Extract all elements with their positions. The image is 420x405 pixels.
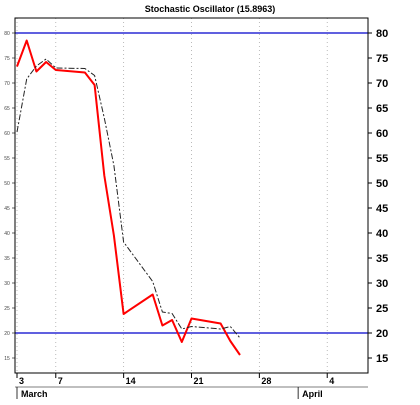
y-tick-label-left: 35	[4, 256, 10, 262]
data-point-solid	[26, 40, 27, 41]
data-point-dashed	[239, 337, 240, 338]
data-point-solid	[36, 71, 37, 72]
series-line-dashed	[16, 58, 241, 339]
y-tick-label: 70	[376, 78, 388, 90]
data-point-solid	[45, 61, 46, 62]
x-tick-label: 7	[58, 376, 63, 386]
month-label: March	[21, 389, 48, 399]
data-point-dashed	[16, 131, 17, 132]
y-tick-label: 25	[376, 303, 388, 315]
chart-title: Stochastic Oscillator (15.8963)	[145, 4, 276, 14]
y-tick-label-left: 60	[4, 131, 10, 137]
data-point-dashed	[26, 78, 27, 79]
data-point-dashed	[94, 75, 95, 76]
series-line-solid	[16, 39, 241, 356]
y-tick-label: 65	[376, 103, 388, 115]
y-tick-label-left: 65	[4, 106, 10, 112]
data-point-solid	[152, 294, 153, 295]
y-tick-label: 45	[376, 203, 388, 215]
y-tick-label-left: 80	[4, 31, 10, 37]
y-tick-label: 15	[376, 353, 388, 365]
data-point-solid	[181, 341, 182, 342]
data-point-solid	[172, 319, 173, 320]
x-tick-label: 14	[126, 376, 136, 386]
data-point-dashed	[104, 117, 105, 118]
data-point-solid	[162, 325, 163, 326]
y-tick-label: 20	[376, 328, 388, 340]
data-point-solid	[16, 66, 17, 67]
y-tick-label: 35	[376, 253, 388, 265]
x-tick-label: 28	[261, 376, 271, 386]
data-point-solid	[220, 323, 221, 324]
data-point-dashed	[55, 67, 56, 68]
data-point-solid	[94, 84, 95, 85]
y-tick-label: 30	[376, 278, 388, 290]
data-point-dashed	[230, 326, 231, 327]
y-tick-label-left: 70	[4, 81, 10, 87]
y-tick-label-left: 15	[4, 356, 10, 362]
data-point-dashed	[220, 328, 221, 329]
y-tick-label: 80	[376, 28, 388, 40]
x-tick-label: 21	[194, 376, 204, 386]
data-point-solid	[191, 318, 192, 319]
data-point-dashed	[36, 65, 37, 66]
data-point-dashed	[181, 328, 182, 329]
y-tick-label-left: 40	[4, 231, 10, 237]
y-tick-label: 55	[376, 153, 388, 165]
y-tick-label: 50	[376, 178, 388, 190]
x-tick-label: 3	[19, 376, 24, 386]
y-tick-label: 40	[376, 228, 388, 240]
data-point-dashed	[172, 313, 173, 314]
data-point-dashed	[152, 281, 153, 282]
data-point-dashed	[123, 241, 124, 242]
data-point-solid	[104, 175, 105, 176]
y-tick-label-left: 25	[4, 306, 10, 312]
data-point-solid	[123, 313, 124, 314]
y-tick-label: 75	[376, 53, 388, 65]
y-tick-label-left: 20	[4, 331, 10, 337]
data-point-dashed	[113, 165, 114, 166]
y-tick-label: 60	[376, 128, 388, 140]
data-point-dashed	[191, 326, 192, 327]
y-tick-label-left: 50	[4, 181, 10, 187]
data-point-solid	[113, 235, 114, 236]
data-point-solid	[239, 354, 240, 355]
y-tick-label-left: 75	[4, 56, 10, 62]
data-point-dashed	[45, 58, 46, 59]
y-tick-label-left: 45	[4, 206, 10, 212]
x-tick-label: 4	[329, 376, 334, 386]
data-point-dashed	[162, 311, 163, 312]
month-label: April	[302, 389, 323, 399]
y-tick-label-left: 30	[4, 281, 10, 287]
data-point-dashed	[84, 68, 85, 69]
data-point-solid	[84, 72, 85, 73]
data-point-solid	[55, 69, 56, 70]
data-point-solid	[230, 340, 231, 341]
y-tick-label-left: 55	[4, 156, 10, 162]
